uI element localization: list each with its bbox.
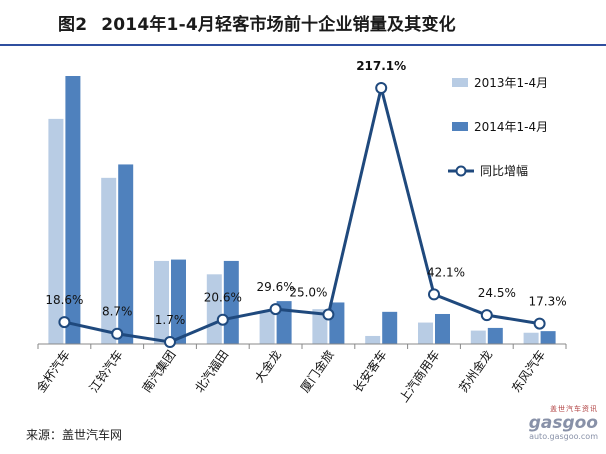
growth-label-3: 1.7% [155, 313, 186, 327]
bar-2013-4 [206, 274, 222, 344]
growth-label-5: 29.6% [257, 280, 295, 294]
category-label-4: 北汽福田 [191, 347, 231, 395]
growth-label-6: 25.0% [289, 286, 327, 300]
bar-2013-8 [418, 322, 433, 344]
category-label-3: 南汽集团 [139, 347, 179, 395]
bar-2013-2 [101, 177, 117, 344]
bar-2014-3 [171, 259, 186, 344]
growth-point-1 [58, 316, 71, 329]
legend-label-2013: 2013年1-4月 [474, 76, 548, 90]
bar-2014-10 [540, 331, 556, 344]
category-label-5: 大金龙 [251, 347, 284, 385]
bar-2014-6 [329, 302, 345, 344]
bar-2014-1 [65, 76, 81, 344]
growth-label-7: 217.1% [356, 59, 406, 73]
watermark-logo: 盖世汽车资讯 gasgoo auto.gasgoo.com [529, 404, 598, 441]
growth-point-7 [375, 82, 388, 94]
bar-2014-2 [118, 164, 134, 344]
category-label-10: 东风汽车 [508, 347, 548, 395]
growth-label-8: 42.1% [427, 265, 465, 279]
growth-point-3 [164, 336, 176, 348]
category-label-2: 江铃汽车 [86, 347, 126, 395]
bar-2013-3 [154, 260, 169, 344]
figure-number: 图2 [58, 15, 88, 35]
growth-line [64, 87, 540, 344]
category-label-8: 上汽商用车 [396, 347, 443, 405]
growth-label-4: 20.6% [204, 291, 242, 305]
category-label-1: 金杯汽车 [33, 347, 73, 395]
legend-swatch-2013 [452, 78, 468, 87]
bar-2013-7 [365, 335, 381, 344]
bar-2013-5 [259, 311, 275, 344]
category-label-6: 厦门金旅 [297, 347, 337, 395]
growth-point-2 [111, 327, 124, 340]
growth-point-10 [533, 317, 546, 330]
bar-2014-7 [382, 311, 398, 344]
category-label-7: 长安客车 [350, 347, 390, 395]
growth-point-5 [269, 303, 282, 316]
title-rule [0, 44, 606, 46]
growth-point-4 [216, 313, 229, 326]
watermark-url: auto.gasgoo.com [529, 432, 598, 441]
legend-swatch-growth-marker [455, 165, 467, 177]
bar-2013-1 [48, 118, 64, 344]
category-label-9: 苏州金龙 [455, 347, 495, 395]
bar-2014-8 [435, 313, 450, 344]
growth-label-1: 18.6% [45, 293, 83, 307]
bar-2013-9 [470, 330, 486, 344]
growth-point-9 [480, 309, 493, 322]
growth-point-8 [428, 288, 440, 301]
watermark-top: 盖世汽车资讯 [550, 405, 598, 413]
growth-label-9: 24.5% [478, 286, 516, 300]
bar-2013-10 [523, 332, 539, 344]
bar-2014-9 [487, 327, 503, 344]
source-note: 来源：盖世汽车网 [26, 428, 123, 442]
title-text: 2014年1-4月轻客市场前十企业销量及其变化 [101, 15, 456, 35]
growth-label-2: 8.7% [102, 305, 133, 319]
chart-title: 图2 2014年1-4月轻客市场前十企业销量及其变化 [58, 10, 456, 35]
growth-label-10: 17.3% [529, 295, 567, 309]
legend-label-growth: 同比增幅 [480, 163, 528, 178]
legend-label-2014: 2014年1-4月 [474, 120, 548, 134]
watermark-brand: gasgoo [528, 413, 598, 433]
legend-swatch-2014 [452, 122, 468, 131]
growth-point-6 [322, 308, 335, 321]
